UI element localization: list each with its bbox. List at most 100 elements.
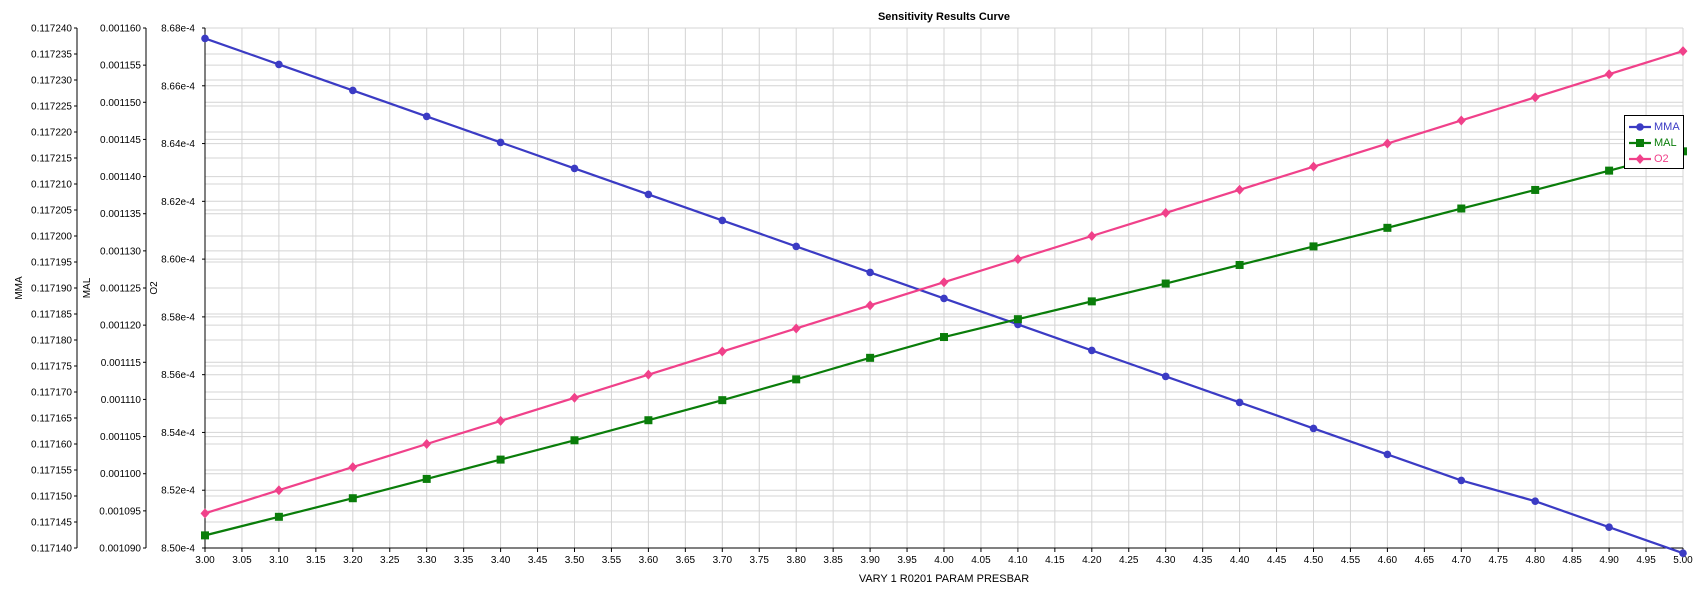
data-point-mal <box>496 455 505 464</box>
data-point-o2 <box>1530 92 1540 103</box>
x-tick-label: 4.95 <box>1636 555 1656 566</box>
y-tick-label-mma: 0.117200 <box>31 232 72 243</box>
data-point-o2 <box>422 439 432 449</box>
data-point-o2 <box>1382 138 1392 149</box>
data-point-mal <box>1235 260 1244 269</box>
data-point-mma <box>1161 372 1170 381</box>
x-tick-label: 3.05 <box>232 555 252 566</box>
y-tick-label-o2: 8.62e-4 <box>161 197 195 208</box>
data-point-mma <box>1605 523 1613 531</box>
y-tick-label-mal: 0.001090 <box>99 544 141 555</box>
y-tick-label-mma: 0.117240 <box>31 24 72 35</box>
y-tick-label-mal: 0.001105 <box>100 432 141 443</box>
data-point-o2 <box>865 300 875 311</box>
x-tick-label: 3.15 <box>306 555 326 566</box>
legend-item-mal: MAL <box>1628 136 1683 150</box>
y-tick-label-mal: 0.001095 <box>99 506 141 517</box>
data-point-mal <box>570 436 579 445</box>
legend-swatch-o2 <box>1629 154 1651 164</box>
x-tick-label: 5.00 <box>1673 555 1693 566</box>
y-tick-label-mal: 0.001120 <box>100 321 141 332</box>
y-tick-label-mma: 0.117220 <box>31 128 72 139</box>
y-tick-label-mma: 0.117140 <box>31 544 72 555</box>
data-point-mma <box>1383 450 1392 459</box>
legend-swatch-mal <box>1629 139 1651 147</box>
data-point-o2 <box>348 462 358 473</box>
x-tick-label: 4.70 <box>1452 555 1472 566</box>
y-tick-label-mma: 0.117230 <box>31 76 72 87</box>
y-tick-label-o2: 8.52e-4 <box>161 486 195 497</box>
y-tick-label-mal: 0.001160 <box>100 24 141 35</box>
y-tick-label-o2: 8.54e-4 <box>161 428 195 439</box>
y-axis-title-mal: MAL <box>82 277 93 298</box>
y-tick-label-mma: 0.117160 <box>31 440 72 451</box>
x-tick-label: 3.10 <box>269 555 289 566</box>
y-tick-label-mal: 0.001150 <box>100 98 141 109</box>
data-point-mma <box>422 112 431 121</box>
data-point-mma <box>718 216 727 225</box>
data-point-o2 <box>1013 254 1023 265</box>
legend-label-o2: O2 <box>1654 153 1669 165</box>
y-tick-label-mma: 0.117205 <box>31 206 72 217</box>
data-point-o2 <box>496 415 506 426</box>
y-tick-label-mma: 0.117150 <box>31 492 72 503</box>
y-tick-label-mal: 0.001135 <box>100 209 141 220</box>
y-tick-label-mal: 0.001115 <box>101 358 142 369</box>
data-point-o2 <box>1235 184 1245 195</box>
y-tick-label-o2: 8.64e-4 <box>161 139 195 150</box>
x-tick-label: 3.70 <box>713 555 733 566</box>
x-tick-label: 4.20 <box>1082 555 1102 566</box>
x-tick-label: 3.55 <box>602 555 622 566</box>
data-point-mma <box>792 242 800 251</box>
data-point-mma <box>866 268 874 277</box>
data-point-mma <box>275 60 283 69</box>
y-tick-label-mma: 0.117195 <box>31 258 72 269</box>
data-point-o2 <box>1087 231 1097 241</box>
y-tick-label-mal: 0.001110 <box>101 395 142 406</box>
legend-label-mma: MMA <box>1654 121 1680 133</box>
x-tick-label: 4.45 <box>1267 555 1287 566</box>
y-tick-label-mma: 0.117155 <box>31 466 72 477</box>
y-tick-label-mma: 0.117190 <box>31 284 72 295</box>
x-tick-label: 4.50 <box>1304 555 1324 566</box>
x-tick-label: 4.05 <box>971 555 991 566</box>
chart-legend: MMA MAL O2 <box>1624 115 1684 169</box>
x-tick-label: 4.40 <box>1230 555 1250 566</box>
y-tick-label-mal: 0.001100 <box>100 469 141 480</box>
legend-item-o2: O2 <box>1628 152 1683 166</box>
x-tick-label: 4.85 <box>1562 555 1582 566</box>
data-point-mma <box>349 86 357 95</box>
x-tick-label: 3.25 <box>380 555 400 566</box>
y-tick-label-mal: 0.001130 <box>100 246 141 257</box>
data-point-o2 <box>1678 46 1688 57</box>
y-axis-title-o2: O2 <box>149 281 160 295</box>
y-tick-label-mma: 0.117145 <box>31 518 72 529</box>
y-tick-label-mma: 0.117235 <box>31 50 72 61</box>
data-point-mal <box>940 333 948 342</box>
x-tick-label: 3.75 <box>750 555 770 566</box>
x-tick-label: 4.80 <box>1525 555 1545 566</box>
data-point-mal <box>1161 279 1170 288</box>
data-point-mal <box>644 416 653 425</box>
data-point-mal <box>422 474 431 483</box>
x-tick-label: 3.30 <box>417 555 437 566</box>
y-tick-label-mal: 0.001145 <box>100 135 141 146</box>
data-point-mma <box>1088 346 1096 355</box>
data-point-mal <box>792 375 801 384</box>
x-tick-label: 4.00 <box>934 555 954 566</box>
y-tick-label-mal: 0.001140 <box>100 172 141 183</box>
x-tick-label: 4.30 <box>1156 555 1176 566</box>
data-point-o2 <box>643 369 653 380</box>
x-tick-label: 4.35 <box>1193 555 1213 566</box>
data-point-mma <box>1309 424 1318 433</box>
y-tick-label-mal: 0.001155 <box>100 61 141 72</box>
data-point-o2 <box>200 508 210 519</box>
y-tick-label-mma: 0.117210 <box>31 180 72 191</box>
y-tick-label-o2: 8.50e-4 <box>161 544 195 555</box>
x-tick-label: 3.90 <box>860 555 880 566</box>
y-tick-label-mma: 0.117180 <box>31 336 72 347</box>
data-point-mal <box>348 494 357 503</box>
data-point-mma <box>570 164 579 173</box>
chart-title: Sensitivity Results Curve <box>878 11 1010 23</box>
